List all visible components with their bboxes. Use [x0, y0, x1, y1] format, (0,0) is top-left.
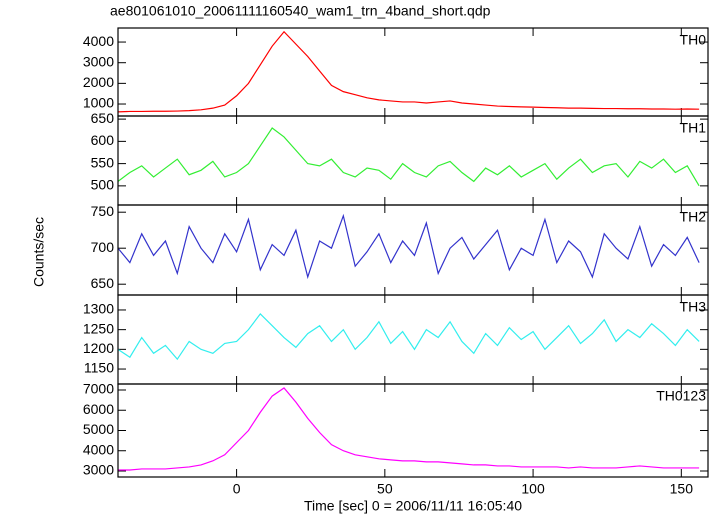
y-tick-label: 2000 — [83, 74, 114, 90]
y-tick-label: 6000 — [83, 401, 114, 417]
x-tick-label: 50 — [377, 481, 393, 497]
chart-title: ae801061010_20061111160540_wam1_trn_4ban… — [110, 3, 491, 19]
y-tick-label: 1250 — [83, 320, 114, 336]
y-tick-label: 750 — [91, 203, 115, 219]
x-tick-label: 100 — [521, 481, 545, 497]
x-axis-label: Time [sec] 0 = 2006/11/11 16:05:40 — [304, 498, 522, 514]
y-tick-label: 3000 — [83, 462, 114, 478]
light-curve — [118, 127, 700, 187]
panel-label: TH0123 — [656, 388, 706, 404]
y-tick-label: 1300 — [83, 301, 114, 317]
panel-label: TH0 — [680, 32, 707, 48]
y-axis-label: Counts/sec — [31, 217, 47, 287]
y-tick-label: 550 — [91, 154, 115, 170]
y-tick-label: 4000 — [83, 33, 114, 49]
panel-frame — [117, 383, 709, 478]
y-tick-label: 3000 — [83, 53, 114, 69]
panel-frame — [117, 115, 709, 206]
panel-label: TH3 — [680, 299, 707, 315]
y-tick-label: 600 — [91, 132, 115, 148]
panel-label: TH1 — [680, 120, 707, 136]
y-tick-label: 7000 — [83, 381, 114, 397]
y-tick-label: 1000 — [83, 95, 114, 111]
x-tick-label: 0 — [233, 481, 241, 497]
light-curve — [118, 312, 700, 361]
y-tick-label: 5000 — [83, 421, 114, 437]
light-curve — [118, 30, 700, 113]
light-curve — [118, 387, 700, 471]
panel-label: TH2 — [680, 209, 707, 225]
y-tick-label: 700 — [91, 239, 115, 255]
y-tick-label: 1200 — [83, 340, 114, 356]
y-tick-label: 500 — [91, 177, 115, 193]
light-curve — [118, 213, 700, 280]
x-tick-label: 150 — [670, 481, 694, 497]
panel-frame — [117, 27, 709, 117]
y-tick-label: 4000 — [83, 441, 114, 457]
y-tick-label: 650 — [91, 275, 115, 291]
panel-frame — [117, 294, 709, 385]
y-tick-label: 650 — [91, 110, 115, 126]
y-tick-label: 1150 — [84, 360, 114, 376]
panel-frame — [117, 204, 709, 296]
